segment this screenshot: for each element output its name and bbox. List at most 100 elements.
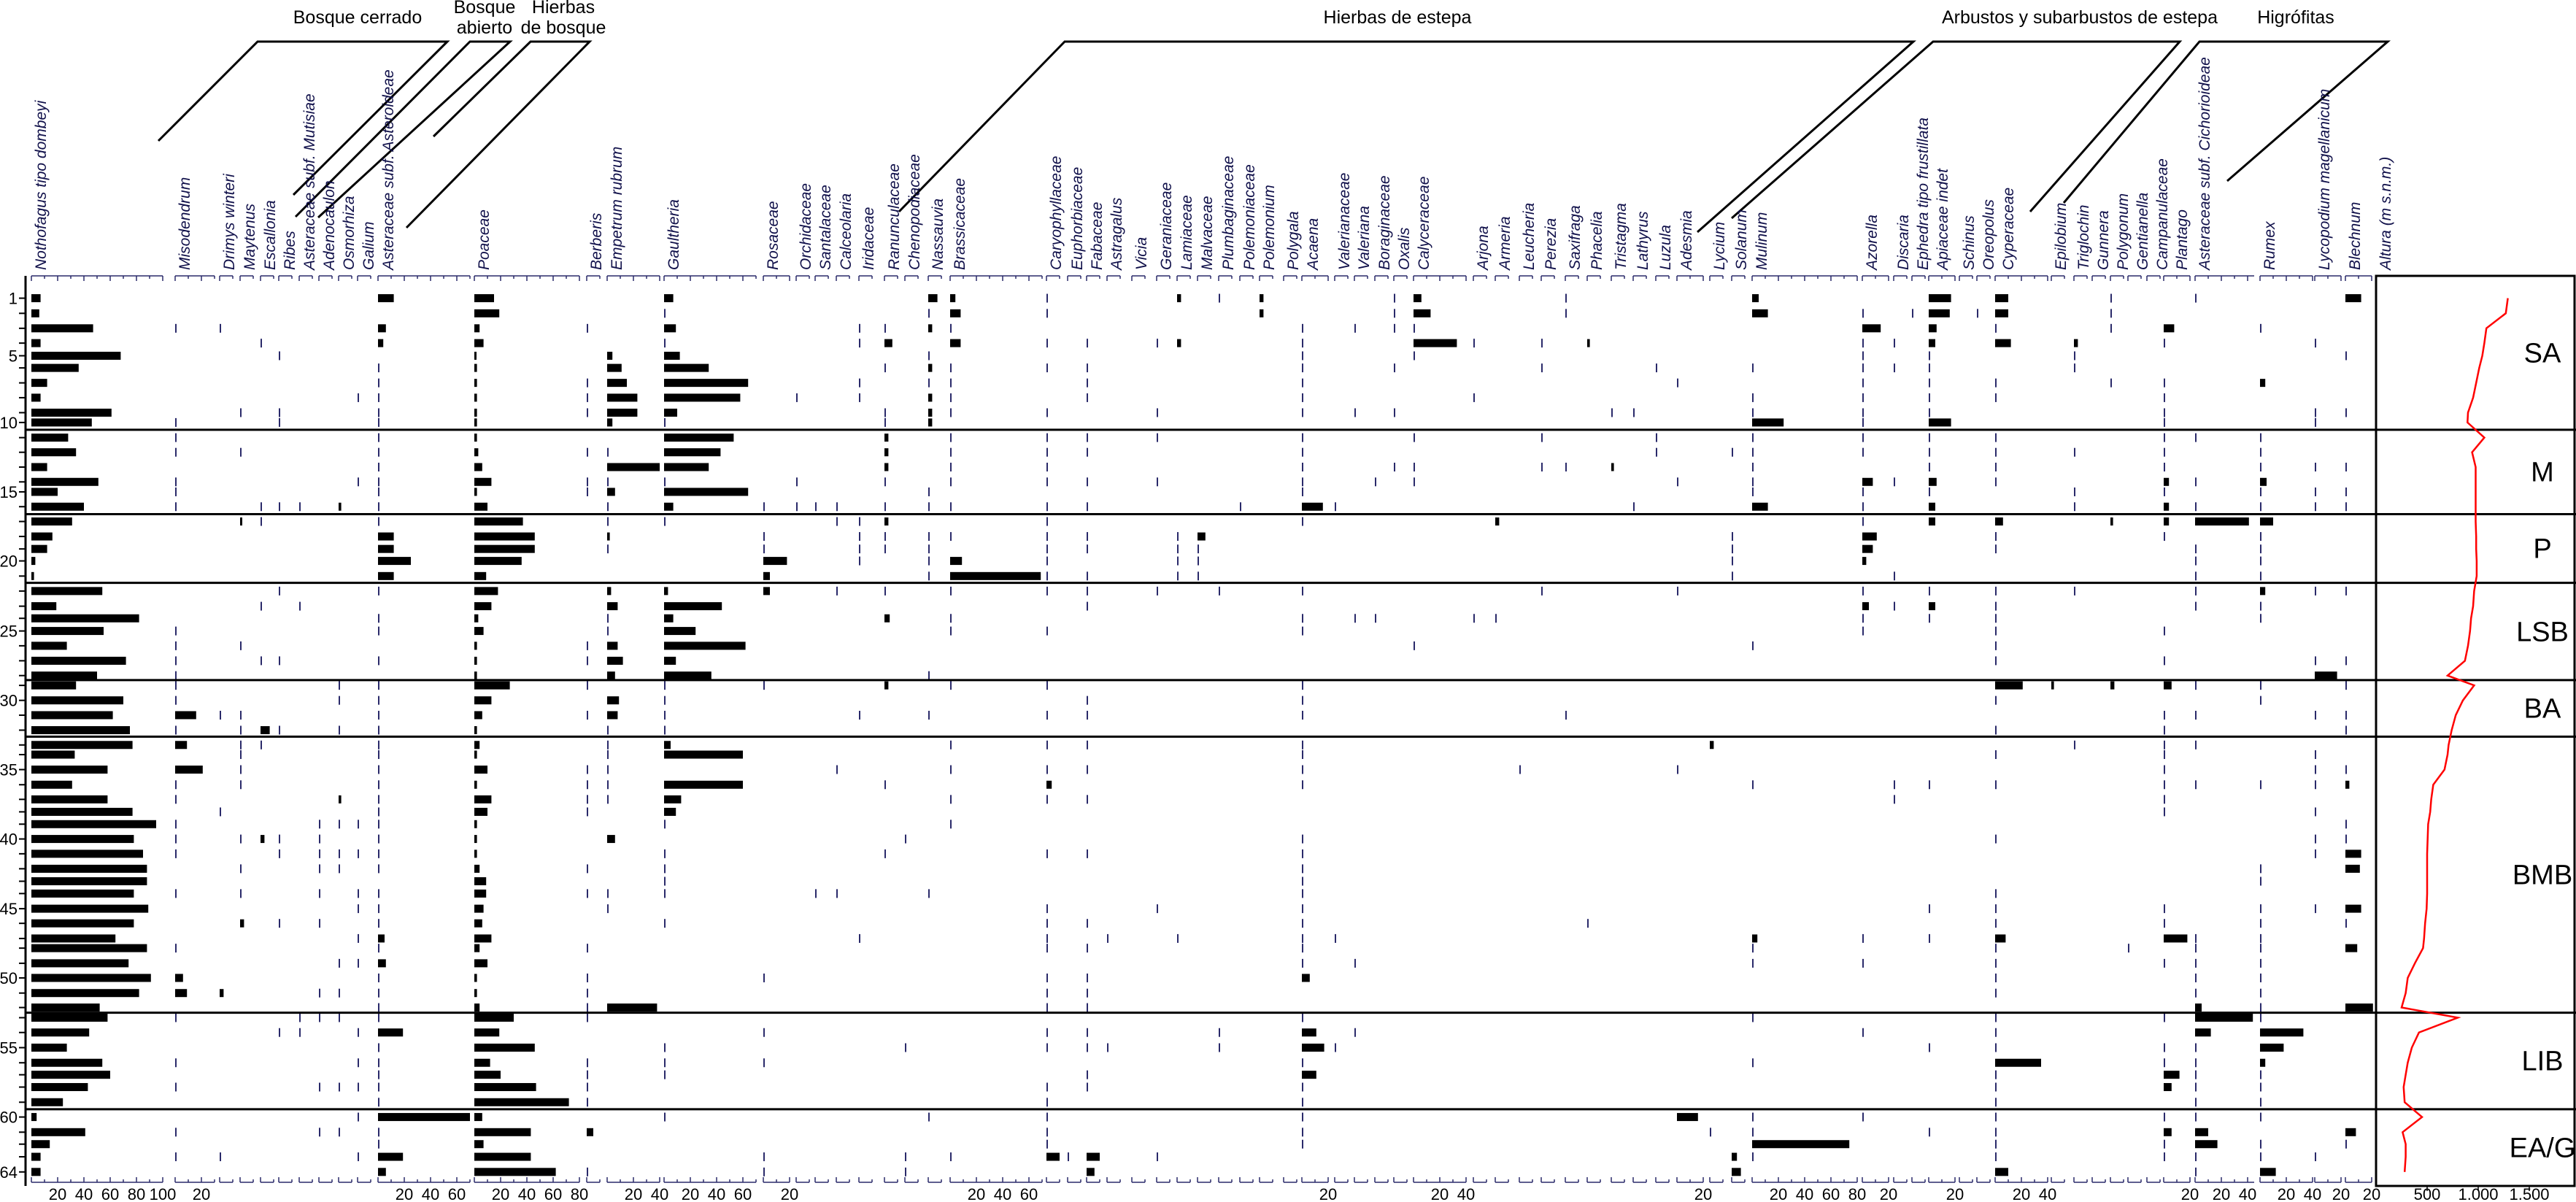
trace-mark: [378, 740, 379, 750]
trace-mark: [950, 626, 952, 636]
pollen-bar: [1929, 309, 1950, 317]
trace-mark: [950, 323, 952, 333]
taxon-column: Misodendrum 20: [174, 177, 215, 1202]
pollen-bar: [2345, 850, 2361, 858]
taxon-label: Polemoniaceae: [1241, 164, 1258, 270]
taxon-label: Drimys winteri: [221, 173, 238, 270]
trace-mark: [1656, 447, 1657, 457]
trace-mark: [2260, 556, 2261, 566]
trace-mark: [2315, 487, 2316, 496]
taxon-column: Schinus: [1959, 215, 1978, 1183]
pollen-bar: [1260, 309, 1264, 317]
trace-mark: [763, 681, 765, 690]
pollen-bar: [31, 671, 97, 680]
pollen-bar: [1929, 418, 1951, 427]
taxon-column: Azorella 20: [1862, 215, 1897, 1202]
taxon-label: Valeriana: [1356, 206, 1373, 270]
trace-mark: [884, 477, 886, 487]
trace-mark: [2110, 323, 2112, 333]
trace-mark: [378, 725, 379, 735]
pollen-bar: [1732, 1152, 1738, 1161]
trace-mark: [1087, 1082, 1088, 1092]
trace-mark: [175, 502, 177, 512]
trace-mark: [1302, 780, 1303, 790]
taxon-label: Asteraceae subf. Mutisiae: [301, 93, 318, 271]
trace-mark: [763, 1167, 765, 1176]
taxon-label: Caryophyllaceae: [1048, 156, 1065, 270]
trace-mark: [358, 820, 359, 829]
trace-mark: [1633, 408, 1635, 417]
trace-mark: [1995, 323, 1997, 333]
pollen-bar: [474, 877, 487, 885]
trace-mark: [2260, 532, 2261, 542]
pollen-bar: [175, 741, 188, 750]
pollen-bar: [474, 1083, 536, 1092]
trace-mark: [175, 433, 177, 442]
taxon-column: Triglochin: [2073, 205, 2092, 1183]
trace-mark: [1302, 919, 1303, 928]
trace-mark: [1732, 544, 1733, 554]
trace-mark: [587, 1070, 588, 1079]
trace-mark: [319, 988, 320, 998]
tick-label: 40: [518, 1185, 536, 1202]
pollen-bar: [31, 1128, 85, 1136]
trace-mark: [240, 447, 242, 457]
trace-mark: [836, 517, 838, 526]
pollen-bar: [1995, 294, 2008, 303]
group-bracket-line: [405, 40, 593, 229]
trace-mark: [2315, 904, 2316, 914]
taxon-label: Ribes: [282, 231, 298, 270]
trace-mark: [1752, 433, 1754, 442]
tick-label: 60: [101, 1185, 119, 1202]
trace-mark: [378, 477, 379, 487]
trace-mark: [378, 614, 379, 623]
trace-mark: [1862, 408, 1864, 417]
pollen-bar: [31, 904, 149, 913]
pollen-bar: [474, 725, 477, 734]
trace-mark: [1302, 834, 1303, 844]
taxon-label: Gunnera: [2095, 210, 2112, 270]
trace-mark: [763, 502, 765, 512]
trace-mark: [1995, 544, 1997, 554]
tick-label: 40: [75, 1185, 93, 1202]
trace-mark: [319, 864, 320, 874]
tick-label: 20: [2363, 1185, 2380, 1202]
trace-mark: [607, 780, 609, 790]
taxon-label: Campanulaceae: [2154, 158, 2171, 270]
trace-mark: [175, 696, 177, 705]
trace-mark: [587, 1167, 588, 1176]
taxon-column: Asteraceae subf. Cichorioideae 20 40: [2194, 57, 2256, 1202]
pollen-bar: [339, 502, 342, 511]
pollen-bar: [1862, 544, 1873, 553]
trace-mark: [1912, 309, 1913, 318]
trace-mark: [1302, 351, 1303, 361]
trace-mark: [378, 517, 379, 526]
pollen-bar: [1177, 294, 1181, 303]
trace-mark: [2195, 740, 2197, 750]
pollen-bar: [2260, 517, 2273, 526]
taxon-label: Perezia: [1543, 218, 1559, 270]
trace-mark: [1752, 408, 1754, 417]
pollen-bar: [2195, 1003, 2202, 1012]
pollen-bar: [261, 725, 270, 734]
tick-label: 40: [2304, 1185, 2321, 1202]
trace-mark: [1541, 586, 1543, 596]
zone-label: LIB: [2521, 1047, 2563, 1077]
taxon-label: Triglochin: [2075, 205, 2092, 270]
trace-mark: [2164, 795, 2165, 804]
taxon-column: Orchidaceae: [795, 183, 814, 1183]
taxon-label: Rumex: [2261, 220, 2278, 270]
trace-mark: [1087, 477, 1088, 487]
trace-mark: [2164, 807, 2165, 817]
trace-mark: [1929, 351, 1930, 361]
pollen-bar: [31, 1028, 90, 1037]
trace-mark: [1219, 586, 1220, 596]
trace-mark: [1473, 393, 1475, 402]
pollen-bar: [378, 959, 386, 968]
trace-mark: [1087, 393, 1088, 402]
trace-mark: [358, 933, 359, 943]
trace-mark: [261, 502, 262, 512]
pollen-bar: [474, 959, 487, 968]
trace-mark: [928, 571, 930, 581]
trace-mark: [240, 864, 242, 874]
